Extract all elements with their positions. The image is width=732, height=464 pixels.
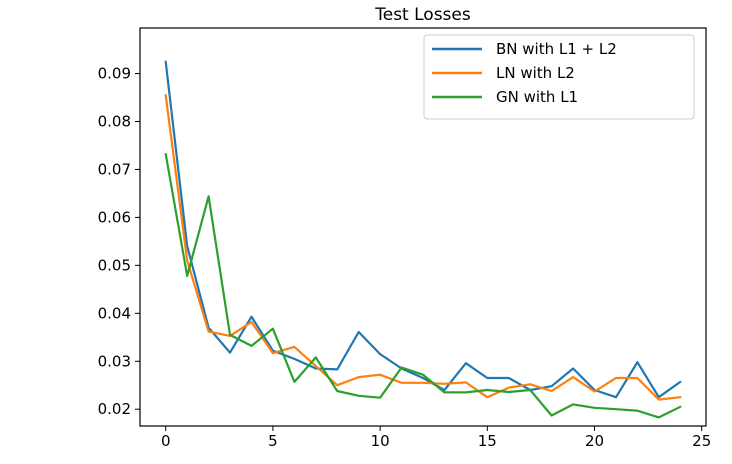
series-line-1	[164, 60, 682, 399]
plot-area: 0 5 10 15 20 25 0.02 0.03 0.04 0.05 0.06 0.07 0.08 0.…	[98, 27, 711, 450]
chart-title: Test Losses	[374, 5, 471, 25]
y-tick-label: 0.06	[98, 208, 131, 226]
x-tick-label: 15	[478, 432, 497, 450]
legend-label-3: GN with L1	[496, 88, 578, 106]
y-tick-label: 0.09	[98, 65, 131, 83]
legend-label-2: LN with L2	[496, 64, 575, 82]
y-tick-label: 0.07	[98, 160, 131, 178]
y-tick-label: 0.02	[98, 400, 131, 418]
x-tick-label: 25	[692, 432, 711, 450]
legend: BN with L1 + L2 LN with L2 GN with L1	[423, 34, 695, 120]
series-line-2	[164, 93, 682, 401]
y-tick-label: 0.04	[98, 304, 131, 322]
x-tick-label: 10	[371, 432, 390, 450]
x-tick-label: 5	[268, 432, 278, 450]
legend-box	[423, 34, 695, 120]
plot-frame	[139, 27, 707, 427]
y-tick-label: 0.08	[98, 113, 131, 131]
y-tick-label: 0.03	[98, 352, 131, 370]
x-tick-label: 0	[161, 432, 171, 450]
legend-label-1: BN with L1 + L2	[496, 40, 617, 58]
y-tick-label: 0.05	[98, 256, 131, 274]
x-tick-label: 20	[585, 432, 604, 450]
series-line-3	[164, 153, 682, 419]
